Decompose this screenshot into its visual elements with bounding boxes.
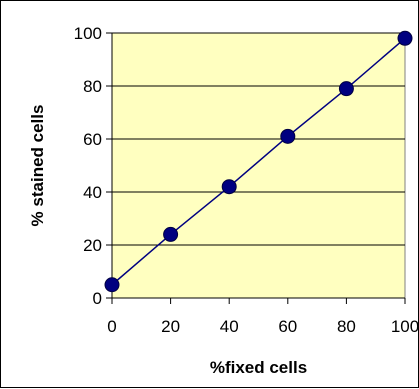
x-axis-title: %fixed cells: [210, 358, 307, 377]
grid-lines: [112, 32, 405, 246]
data-point-3: [280, 128, 296, 144]
y-tick-label-40: 40: [83, 183, 102, 202]
y-tick-label-80: 80: [83, 77, 102, 96]
y-axis-title: % stained cells: [28, 105, 47, 227]
data-point-5: [397, 30, 413, 46]
data-point-1: [163, 226, 179, 242]
data-point-2: [221, 179, 237, 195]
x-tick-label-100: 100: [391, 317, 419, 336]
data-point-4: [338, 81, 354, 97]
y-tick-label-0: 0: [93, 289, 102, 308]
x-tick-label-80: 80: [337, 317, 356, 336]
plot-area: [111, 32, 406, 299]
data-series: [104, 30, 413, 293]
y-tick-label-20: 20: [83, 236, 102, 255]
x-tick-label-40: 40: [220, 317, 239, 336]
y-tick-label-60: 60: [83, 130, 102, 149]
tick-labels: 0 20 40 60 80 100 0 20 40 60 80 100: [74, 24, 419, 336]
series-line-0: [111, 37, 406, 286]
axes: [106, 32, 406, 304]
x-tick-label-0: 0: [107, 317, 116, 336]
data-point-0: [104, 277, 120, 293]
x-tick-label-60: 60: [278, 317, 297, 336]
y-tick-label-100: 100: [74, 24, 102, 43]
x-tick-label-20: 20: [161, 317, 180, 336]
